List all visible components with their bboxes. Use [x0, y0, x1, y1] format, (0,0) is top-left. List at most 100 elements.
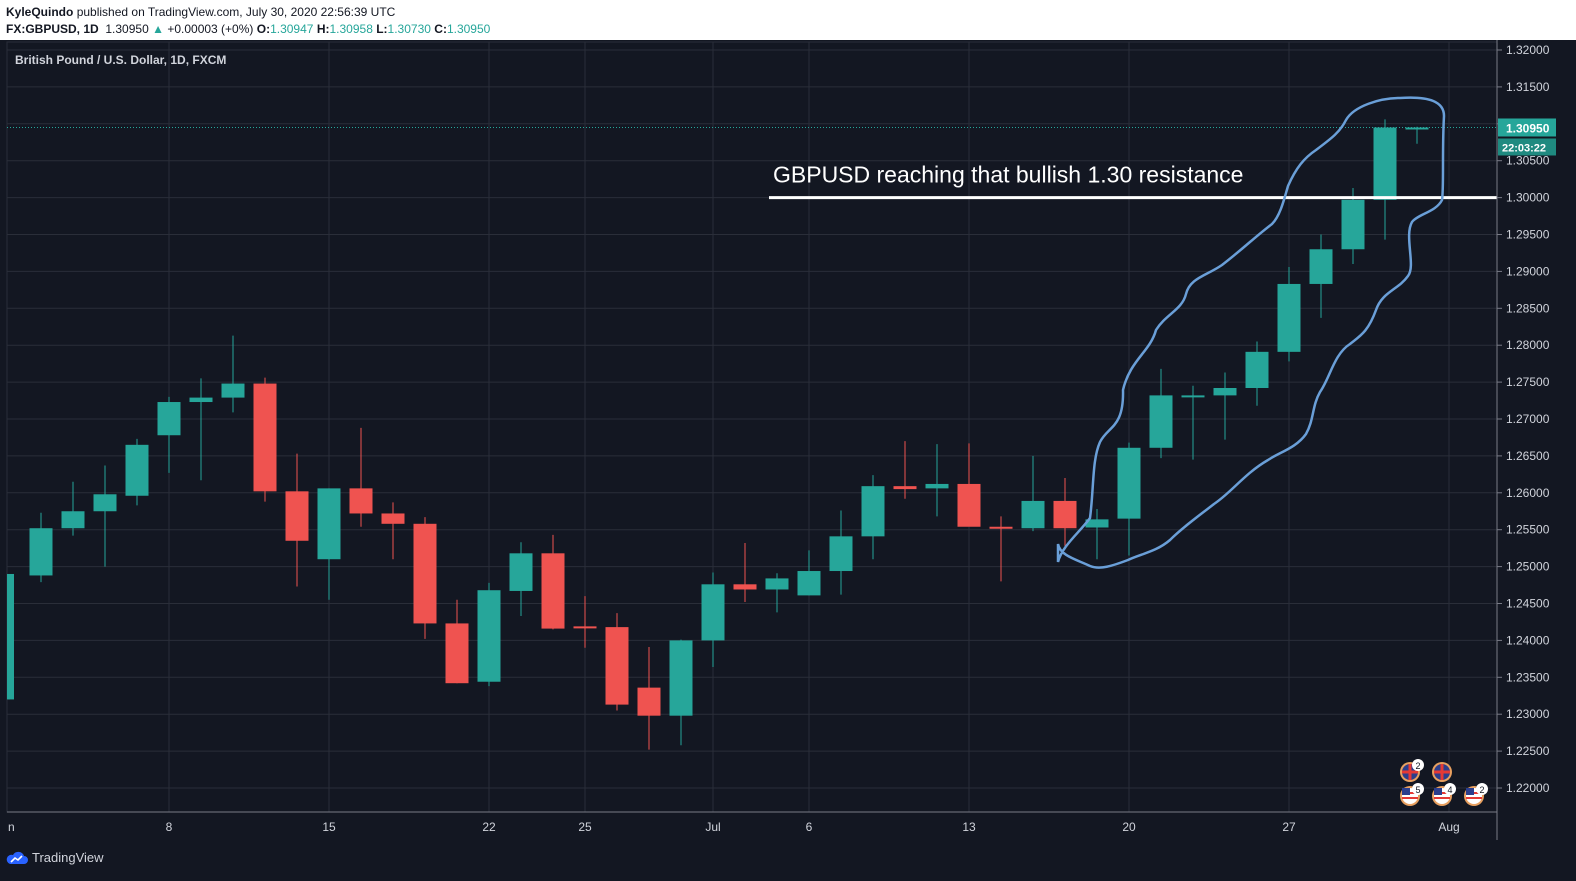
candle-body	[7, 573, 14, 700]
publication-header: KyleQuindo published on TradingView.com,…	[0, 0, 1576, 40]
candle-body	[1341, 199, 1365, 250]
x-tick-label: 8	[166, 820, 173, 834]
candle-body	[413, 523, 437, 624]
x-tick-label: 22	[482, 820, 496, 834]
footer-brand: TradingView	[32, 850, 104, 865]
chart-title: British Pound / U.S. Dollar, 1D, FXCM	[15, 53, 226, 67]
candle-body	[1213, 388, 1237, 396]
candle-body	[669, 640, 693, 716]
y-tick-label: 1.27000	[1506, 412, 1550, 426]
candle-body	[1117, 447, 1141, 519]
flag-canton	[1466, 788, 1474, 795]
candle-body	[1309, 249, 1333, 284]
candle-body	[797, 571, 821, 596]
y-tick-label: 1.26500	[1506, 449, 1550, 463]
candle-body	[1149, 395, 1173, 448]
candle-body	[285, 491, 309, 541]
x-tick-label: 25	[578, 820, 592, 834]
y-tick-label: 1.29000	[1506, 264, 1550, 278]
candle-body	[477, 590, 501, 682]
flag-canton	[1434, 788, 1442, 795]
candle-body	[1277, 283, 1301, 352]
y-tick-label: 1.25000	[1506, 560, 1550, 574]
high-label: H:	[316, 22, 330, 36]
y-tick-label: 1.28000	[1506, 338, 1550, 352]
open-value: 1.30947	[270, 22, 314, 36]
candle-body	[1181, 395, 1205, 398]
y-tick-label: 1.23500	[1506, 670, 1550, 684]
y-tick-label: 1.32000	[1506, 43, 1550, 57]
candle-body	[509, 553, 533, 591]
candle-body	[733, 584, 757, 590]
low-value: 1.30730	[387, 22, 431, 36]
candle-body	[893, 486, 917, 490]
grid	[6, 41, 1498, 813]
event-count: 2	[1415, 761, 1420, 771]
open-label: O:	[256, 22, 271, 36]
candle-body	[381, 513, 405, 524]
candle-body	[861, 486, 885, 537]
high-value: 1.30958	[329, 22, 373, 36]
y-tick-label: 1.22500	[1506, 744, 1550, 758]
candle-body	[29, 528, 53, 576]
x-tick-label: 27	[1282, 820, 1296, 834]
y-tick-label: 1.28500	[1506, 301, 1550, 315]
x-tick-label: 13	[962, 820, 976, 834]
x-tick-label: 15	[322, 820, 336, 834]
y-tick-label: 1.29500	[1506, 228, 1550, 242]
candle-body	[61, 511, 85, 529]
y-tick-label: 1.27500	[1506, 375, 1550, 389]
ohlc-line: FX:GBPUSD, 1D 1.30950 ▲ +0.00003 (+0%) O…	[6, 22, 490, 36]
us-flag-icon: 4	[1432, 783, 1456, 806]
candle-body	[1053, 500, 1077, 529]
candle-body	[925, 483, 949, 489]
event-count-bg	[1412, 783, 1424, 795]
candles	[7, 119, 1429, 750]
y-tick-label: 1.30000	[1506, 191, 1550, 205]
event-count: 2	[1479, 785, 1484, 795]
us-flag-icon: 2	[1464, 783, 1488, 806]
y-tick-label: 1.24000	[1506, 633, 1550, 647]
us-flag-icon: 5	[1400, 783, 1424, 806]
event-count-bg	[1476, 783, 1488, 795]
last-price-badge	[1498, 118, 1556, 137]
y-tick-label: 1.26000	[1506, 486, 1550, 500]
candle-body	[541, 553, 565, 629]
close-value: 1.30950	[446, 22, 491, 36]
x-tick-label: Aug	[1438, 820, 1459, 834]
candle-body	[189, 397, 213, 403]
candle-body	[1245, 351, 1269, 389]
uk-flag-icon: 2	[1400, 759, 1424, 782]
flag-canton	[1402, 788, 1410, 795]
y-tick-label: 1.22000	[1506, 781, 1550, 795]
last-price-badge-text: 1.30950	[1506, 121, 1550, 135]
y-tick-label: 1.25500	[1506, 523, 1550, 537]
chart-canvas[interactable]: GBPUSD reaching that bullish 1.30 resist…	[0, 40, 1576, 840]
candle-body	[701, 584, 725, 641]
candle-body	[1373, 127, 1397, 200]
tradingview-logo[interactable]: TradingView	[6, 850, 104, 865]
symbol-label: FX:GBPUSD, 1D	[6, 22, 99, 36]
candle-body	[93, 494, 117, 512]
published-text: published on TradingView.com, July 30, 2…	[76, 5, 396, 19]
event-count-bg	[1412, 759, 1424, 771]
highlight-outline	[1056, 96, 1446, 569]
axes: 1.320001.315001.310001.305001.300001.295…	[7, 40, 1556, 840]
last-price: 1.30950	[105, 22, 149, 36]
y-tick-label: 1.31500	[1506, 80, 1550, 94]
plot-border	[6, 41, 1498, 813]
author-name[interactable]: KyleQuindo	[6, 5, 74, 19]
candle-body	[221, 383, 245, 398]
y-tick-label: 1.30500	[1506, 154, 1550, 168]
x-tick-label: Jul	[705, 820, 720, 834]
event-count: 4	[1447, 785, 1452, 795]
candle-body	[829, 536, 853, 572]
candle-body	[125, 444, 149, 496]
annotation-layer: GBPUSD reaching that bullish 1.30 resist…	[7, 96, 1497, 569]
candle-body	[989, 526, 1013, 529]
candle-body	[317, 488, 341, 560]
countdown-badge	[1498, 138, 1556, 156]
event-count-bg	[1444, 783, 1456, 795]
candle-body	[765, 578, 789, 590]
annotation-text: GBPUSD reaching that bullish 1.30 resist…	[773, 162, 1243, 188]
